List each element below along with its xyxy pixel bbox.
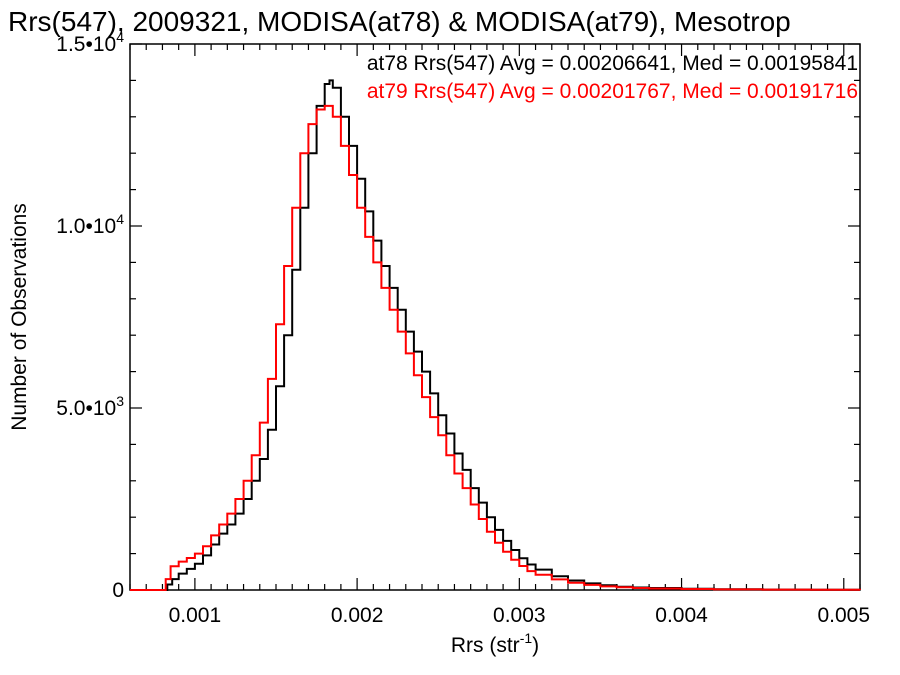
- series-at79-line: [130, 104, 861, 591]
- legend-annotations: at78 Rrs(547) Avg = 0.00206641, Med = 0.…: [367, 52, 858, 103]
- y-tick-label: 0: [112, 579, 124, 602]
- plot-frame: [129, 43, 861, 591]
- x-tick-label: 0.005: [817, 604, 870, 627]
- annotation-line: at79 Rrs(547) Avg = 0.00201767, Med = 0.…: [367, 80, 858, 103]
- y-axis-label: Number of Observations: [8, 203, 31, 431]
- y-axis: 0 5.0•103 1.0•104 1.5•104: [56, 29, 860, 602]
- x-tick-label: 0.002: [331, 604, 384, 627]
- x-axis-label-main: Rrs (str: [451, 634, 520, 657]
- x-axis: 0.001 0.002 0.003 0.004 0.005: [129, 44, 870, 627]
- y-tick-label: 5.0•103: [56, 393, 124, 420]
- y-tick-label: 1.5•104: [56, 29, 124, 56]
- x-tick-label: 0.003: [493, 604, 546, 627]
- x-axis-label-superscript: -1: [520, 630, 533, 646]
- series-layer: [130, 79, 861, 591]
- y-tick-label: 1.0•104: [56, 211, 124, 238]
- x-tick-label: 0.001: [169, 604, 222, 627]
- x-axis-label: Rrs (str-1): [451, 630, 539, 657]
- series-at78-line: [130, 79, 861, 591]
- annotation-line: at78 Rrs(547) Avg = 0.00206641, Med = 0.…: [367, 52, 858, 75]
- x-axis-label-close: ): [532, 634, 539, 657]
- chart-title: Rrs(547), 2009321, MODISA(at78) & MODISA…: [8, 6, 791, 37]
- x-tick-label: 0.004: [655, 604, 708, 627]
